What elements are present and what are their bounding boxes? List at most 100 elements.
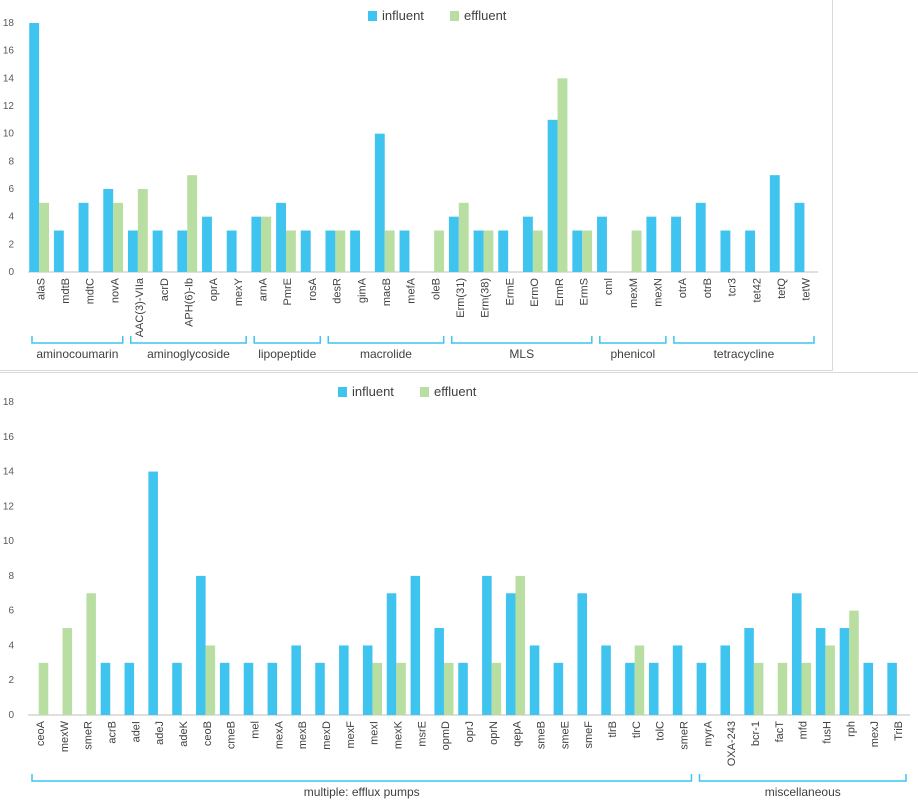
x-tick-label: opmD	[440, 721, 452, 750]
bar-influent-smeE	[553, 662, 564, 715]
x-tick-label: OXA-243	[726, 721, 738, 766]
bar-influent-mexJ	[863, 662, 874, 715]
group-label: tetracycline	[714, 347, 775, 361]
x-tick-label: mexM	[628, 278, 640, 308]
y-tick-label: 6	[8, 184, 14, 195]
y-tick-label: 6	[8, 606, 14, 617]
bar-influent-OXA-243	[720, 645, 731, 715]
bar-influent-arnA	[251, 216, 262, 272]
bar-influent-mel	[243, 662, 254, 715]
x-tick-label: bcr-1	[750, 721, 762, 746]
bar-influent-novA	[103, 189, 114, 272]
bar-influent-mexB	[291, 645, 301, 715]
bar-influent-rosA	[300, 230, 311, 272]
x-tick-label: smeB	[536, 721, 548, 749]
legend-swatch-effluent	[420, 387, 429, 397]
y-tick-label: 0	[8, 267, 14, 278]
bar-influent-ErmS	[572, 230, 583, 272]
bar-influent-ErmO	[522, 216, 533, 272]
bar-influent-mfd	[792, 593, 802, 715]
group-bracket	[327, 336, 445, 344]
bar-influent-desR	[325, 230, 336, 272]
bar-effluent-mexI	[372, 662, 382, 715]
x-tick-label: tlrC	[631, 721, 643, 738]
x-tick-label: macB	[381, 278, 393, 306]
y-tick-label: 4	[8, 640, 14, 651]
bar-effluent-facT	[777, 662, 788, 715]
bar-effluent-novA	[113, 202, 124, 272]
x-tick-label: otrA	[677, 277, 689, 298]
x-tick-label: ErmE	[504, 278, 516, 306]
bar-effluent-ErmR	[557, 78, 568, 272]
x-tick-label: gimA	[356, 277, 368, 303]
x-tick-label: ErmR	[554, 278, 566, 306]
bar-effluent-smeR	[86, 593, 96, 715]
bar-influent-bcr-1	[744, 628, 754, 715]
x-tick-label: smeF	[583, 721, 595, 749]
bar-influent-tlrB	[601, 645, 611, 715]
bar-effluent-macB	[384, 230, 395, 272]
bar-influent-tet42	[745, 230, 756, 272]
group-label: aminoglycoside	[147, 347, 230, 361]
group-bracket	[599, 336, 667, 344]
legend-label-influent: influent	[382, 8, 424, 23]
y-tick-label: 18	[3, 18, 15, 29]
bar-influent-smeB	[529, 645, 540, 715]
bar-influent-msrE	[410, 575, 421, 715]
x-tick-label: mfd	[798, 721, 810, 739]
bar-influent-tlrC	[625, 662, 635, 715]
bar-effluent-PmrE	[285, 230, 296, 272]
y-tick-label: 0	[8, 710, 14, 721]
bar-influent-otrA	[671, 216, 681, 272]
x-tick-label: tolC	[655, 721, 667, 741]
bar-influent-acrB	[100, 662, 111, 715]
bar-influent-mdtB	[53, 230, 64, 272]
bar-effluent-qepA	[515, 575, 526, 715]
group-label: lipopeptide	[258, 347, 316, 361]
x-tick-label: rosA	[307, 277, 319, 300]
bar-influent-oprN	[482, 575, 492, 715]
bar-effluent-ceoB	[205, 645, 216, 715]
group-bracket	[698, 774, 907, 782]
bar-influent-mexI	[362, 645, 373, 715]
bar-influent-mexF	[339, 645, 349, 715]
bar-effluent-AAC(3)-VIIa	[137, 189, 148, 272]
x-tick-label: novA	[109, 277, 121, 303]
bar-effluent-mfd	[801, 662, 812, 715]
x-tick-label: tetW	[801, 277, 813, 300]
y-tick-label: 12	[3, 101, 15, 112]
bar-influent-gimA	[350, 230, 361, 272]
bar-influent-smeF	[577, 593, 587, 715]
x-tick-label: facT	[774, 721, 786, 743]
bar-influent-oprA	[202, 216, 212, 272]
x-tick-label: TriB	[893, 721, 905, 741]
bar-influent-AAC(3)-VIIa	[127, 230, 138, 272]
y-tick-label: 16	[3, 46, 15, 57]
x-tick-label: tet42	[751, 278, 763, 302]
bar-influent-mexA	[267, 662, 278, 715]
x-tick-label: cml	[603, 278, 615, 295]
x-tick-label: ErmS	[578, 278, 590, 306]
y-tick-label: 4	[8, 212, 14, 223]
legend-label-effluent: effluent	[464, 8, 507, 23]
x-tick-label: mexK	[392, 720, 404, 749]
group-bracket	[450, 336, 593, 344]
chart-panel-bottom: 0 2 4 6 8 10 12 14 16 18 ceoA mexW smeR acrB adeI adeJ a…	[0, 372, 918, 809]
bar-influent-TriB	[887, 662, 897, 715]
y-tick-label: 8	[8, 156, 14, 167]
x-tick-label: mexI	[369, 721, 381, 745]
group-bracket	[253, 336, 321, 344]
x-tick-label: Erm(31)	[455, 278, 467, 318]
x-tick-label: mexN	[653, 278, 665, 307]
bar-effluent-fusH	[825, 645, 835, 715]
x-tick-label: mdtC	[85, 278, 97, 304]
bar-influent-mexY	[226, 230, 237, 272]
group-label: miscellaneous	[765, 785, 841, 799]
bar-influent-PmrE	[276, 202, 286, 272]
group-label: macrolide	[360, 347, 412, 361]
bar-influent-mexD	[315, 662, 325, 715]
bar-influent-mefA	[399, 230, 410, 272]
bar-influent-cml	[597, 216, 607, 272]
x-tick-label: mexJ	[869, 721, 881, 747]
legend-swatch-influent	[368, 11, 377, 21]
